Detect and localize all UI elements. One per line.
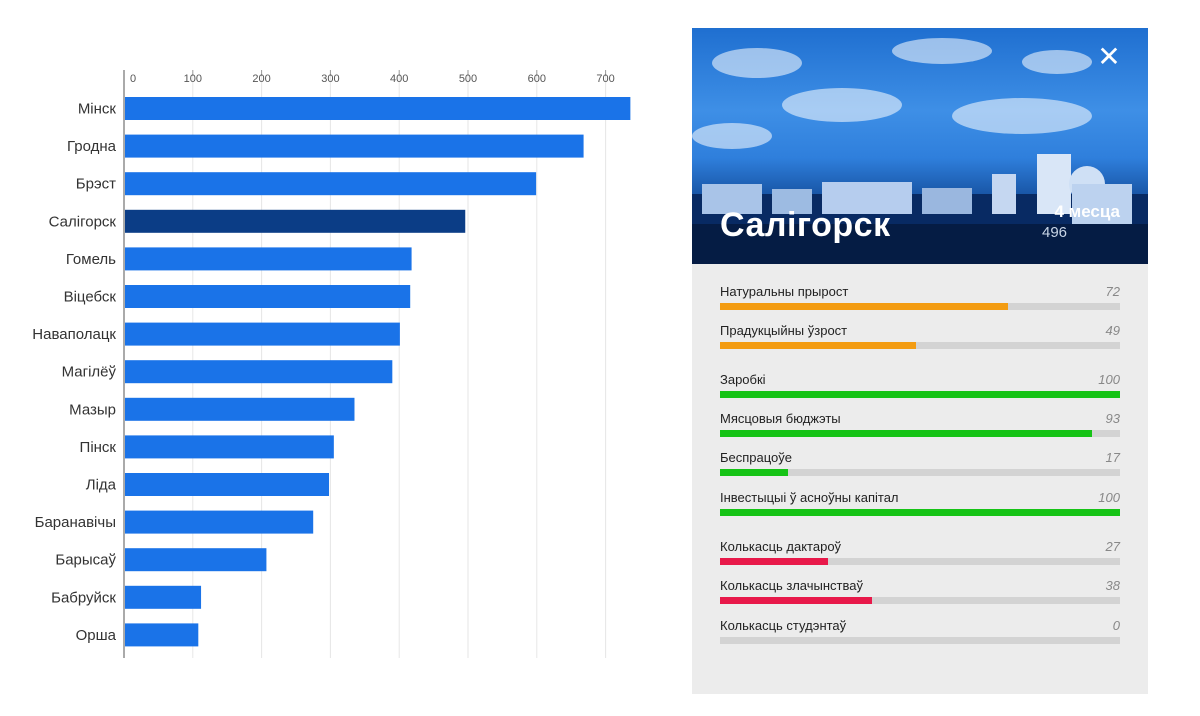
indicator-value: 93 [1105, 411, 1120, 426]
indicator-row: Мясцовыя бюджэты 93 [720, 411, 1120, 445]
indicator-value: 49 [1105, 323, 1120, 338]
indicator-fill [720, 509, 1120, 516]
indicator-row: Натуральны прырост 72 [720, 284, 1120, 318]
indicator-track [720, 637, 1120, 644]
rank-label: 4 месца [1054, 202, 1120, 221]
x-tick-label: 300 [321, 73, 339, 85]
indicator-name: Мясцовыя бюджэты [720, 411, 841, 426]
bar-10[interactable] [125, 435, 334, 459]
bar-2[interactable] [125, 134, 584, 158]
x-tick-label: 100 [184, 73, 202, 85]
rank-value: 496 [1042, 224, 1068, 241]
bar-13[interactable] [125, 548, 267, 572]
category-label: Бабруйск [51, 589, 116, 606]
bar-6[interactable] [125, 285, 411, 308]
indicator-fill [720, 469, 788, 476]
bar-11[interactable] [125, 473, 330, 496]
indicator-name: Колькасць злачынстваў [720, 578, 863, 593]
bar-1[interactable] [125, 97, 631, 120]
category-label: Наваполацк [32, 326, 116, 343]
city-header-image: ✕ Салігорск 4 месца 496 [692, 28, 1148, 264]
indicator-row: Колькасць злачынстваў 38 [720, 578, 1120, 612]
indicator-fill [720, 597, 872, 604]
indicator-fill [720, 303, 1008, 310]
indicator-row: Прадукцыйны ўзрост 49 [720, 323, 1120, 357]
city-title: Салігорск [720, 206, 891, 244]
bar-12[interactable] [125, 510, 314, 534]
category-label: Магілёў [62, 364, 117, 381]
x-tick-label: 400 [390, 73, 408, 85]
category-label: Пінск [80, 439, 117, 456]
indicator-value: 72 [1105, 284, 1120, 299]
indicator-row: Колькасць дактароў 27 [720, 539, 1120, 573]
indicator-value: 100 [1098, 372, 1120, 387]
x-tick-label: 700 [596, 73, 614, 85]
x-tick-label: 600 [528, 73, 546, 85]
indicator-track [720, 558, 1120, 565]
indicator-name: Колькасць дактароў [720, 539, 842, 554]
indicator-name: Колькасць студэнтаў [720, 618, 847, 633]
indicator-row: Інвестыцыі ў асноўны капітал 100 [720, 490, 1120, 524]
x-tick-label: 0 [130, 73, 136, 85]
indicator-value: 38 [1105, 578, 1120, 593]
bar-15[interactable] [125, 623, 199, 647]
indicator-track [720, 303, 1120, 310]
indicator-name: Інвестыцыі ў асноўны капітал [720, 490, 899, 505]
chart-svg: 0 100 200 300 400 500 600 700 Мінск Гродна Брэст Са… [32, 70, 631, 658]
indicator-row: Заробкі 100 [720, 372, 1120, 406]
indicator-row: Беспрацоўе 17 [720, 450, 1120, 484]
bar-5[interactable] [125, 247, 412, 271]
category-label: Гомель [66, 251, 116, 268]
category-label: Мазыр [69, 401, 116, 418]
indicator-track [720, 597, 1120, 604]
category-label: Брэст [76, 176, 116, 193]
indicator-fill [720, 430, 1092, 437]
category-label: Баранавічы [35, 514, 116, 531]
category-label: Салігорск [49, 213, 117, 230]
indicator-value: 100 [1098, 490, 1120, 505]
category-label: Ліда [86, 477, 117, 494]
indicator-name: Заробкі [720, 372, 766, 387]
bar-chart: 0 100 200 300 400 500 600 700 Мінск Гродна Брэст Са… [32, 70, 631, 658]
bar-9[interactable] [125, 397, 355, 421]
indicator-fill [720, 342, 916, 349]
indicator-value: 0 [1112, 618, 1120, 633]
indicator-name: Беспрацоўе [720, 450, 793, 465]
indicator-fill [720, 558, 828, 565]
bar-14[interactable] [125, 585, 202, 609]
category-label: Барысаў [55, 552, 116, 569]
indicator-name: Прадукцыйны ўзрост [720, 323, 848, 338]
category-label: Гродна [67, 138, 117, 155]
bar-7[interactable] [125, 322, 400, 346]
indicator-row: Колькасць студэнтаў 0 [720, 618, 1120, 652]
category-label: Віцебск [64, 289, 117, 306]
indicator-track [720, 391, 1120, 398]
indicator-name: Натуральны прырост [720, 284, 849, 299]
indicator-value: 27 [1105, 539, 1120, 554]
bar-8[interactable] [125, 360, 393, 384]
indicator-fill [720, 391, 1120, 398]
bar-4[interactable] [125, 209, 466, 233]
indicator-track [720, 509, 1120, 516]
indicator-value: 17 [1105, 450, 1120, 465]
x-tick-label: 500 [459, 73, 477, 85]
bar-3[interactable] [125, 172, 537, 196]
indicator-track [720, 430, 1120, 437]
indicator-track [720, 342, 1120, 349]
category-label: Орша [76, 627, 117, 644]
x-tick-label: 200 [252, 73, 270, 85]
indicator-track [720, 469, 1120, 476]
city-detail-panel: ✕ Салігорск 4 месца 496 Натуральны прыро… [692, 28, 1148, 694]
close-icon[interactable]: ✕ [1097, 40, 1121, 73]
category-label: Мінск [78, 101, 117, 118]
city-skyline-icon [692, 154, 1148, 264]
